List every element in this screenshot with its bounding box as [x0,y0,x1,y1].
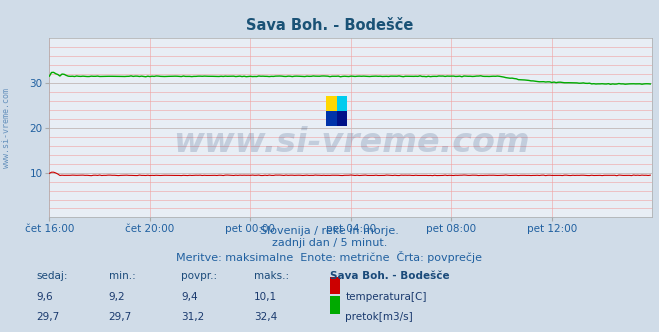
Text: sedaj:: sedaj: [36,271,68,281]
Text: Sava Boh. - Bodešče: Sava Boh. - Bodešče [330,271,449,281]
Text: 29,7: 29,7 [36,312,59,322]
Text: www.si-vreme.com: www.si-vreme.com [2,88,11,168]
Text: Sava Boh. - Bodešče: Sava Boh. - Bodešče [246,18,413,33]
Text: temperatura[C]: temperatura[C] [345,292,427,302]
Text: maks.:: maks.: [254,271,289,281]
Text: Meritve: maksimalne  Enote: metrične  Črta: povprečje: Meritve: maksimalne Enote: metrične Črta… [177,251,482,263]
Text: 32,4: 32,4 [254,312,277,322]
Text: min.:: min.: [109,271,136,281]
Text: pretok[m3/s]: pretok[m3/s] [345,312,413,322]
Text: www.si-vreme.com: www.si-vreme.com [173,126,529,159]
Text: 29,7: 29,7 [109,312,132,322]
Text: 9,2: 9,2 [109,292,125,302]
Text: povpr.:: povpr.: [181,271,217,281]
Text: 9,6: 9,6 [36,292,53,302]
Text: Slovenija / reke in morje.: Slovenija / reke in morje. [260,226,399,236]
Text: 9,4: 9,4 [181,292,198,302]
Text: zadnji dan / 5 minut.: zadnji dan / 5 minut. [272,238,387,248]
Text: 31,2: 31,2 [181,312,204,322]
Text: 10,1: 10,1 [254,292,277,302]
